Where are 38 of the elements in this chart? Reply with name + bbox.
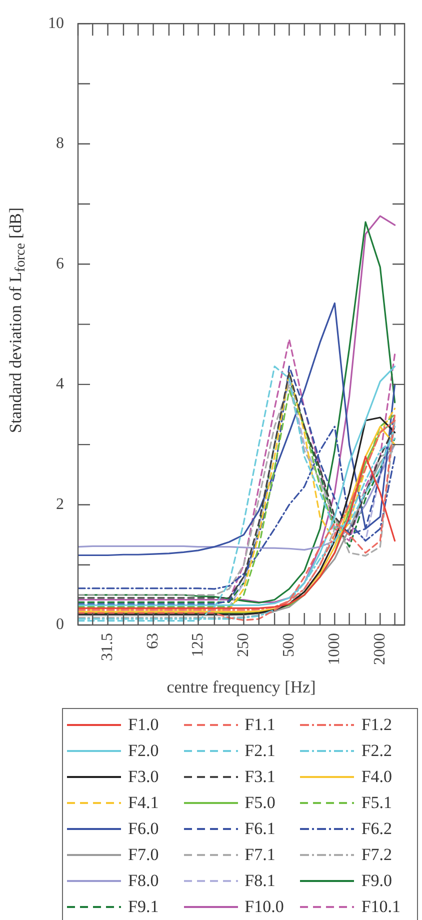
legend-label: F1.0 xyxy=(128,715,159,735)
legend-label: F1.2 xyxy=(361,715,392,735)
x-tick-label: 2000 xyxy=(371,633,388,665)
x-tick-label: 63 xyxy=(144,633,162,649)
x-axis-title: centre frequency [Hz] xyxy=(166,677,316,696)
legend-label: F2.0 xyxy=(128,741,159,761)
y-tick-label: 2 xyxy=(56,496,64,513)
legend-label: F7.1 xyxy=(244,845,276,865)
legend-label: F7.2 xyxy=(361,845,392,865)
y-tick-label: 0 xyxy=(56,616,64,634)
legend-label: F5.1 xyxy=(361,793,392,813)
legend-label: F9.1 xyxy=(128,897,159,917)
legend-label: F8.1 xyxy=(244,871,276,891)
x-tick-label: 1000 xyxy=(326,633,343,665)
legend-label: F3.0 xyxy=(128,767,159,787)
legend-label: F4.1 xyxy=(128,793,159,813)
legend-label: F3.1 xyxy=(244,767,276,787)
legend-label: F7.0 xyxy=(128,845,159,865)
legend-label: F6.0 xyxy=(128,819,159,839)
legend-label: F6.2 xyxy=(361,819,392,839)
legend-label: F10.0 xyxy=(244,897,284,917)
legend-label: F4.0 xyxy=(361,767,392,787)
legend-label: F8.0 xyxy=(128,871,159,891)
y-tick-label: 6 xyxy=(56,255,64,272)
legend-label: F10.1 xyxy=(361,897,401,917)
x-tick-label: 250 xyxy=(234,633,252,657)
y-tick-label: 4 xyxy=(56,376,64,393)
legend-label: F1.1 xyxy=(244,715,276,735)
legend-label: F9.0 xyxy=(361,871,392,891)
legend-label: F5.0 xyxy=(244,793,276,813)
x-tick-label: 125 xyxy=(189,633,206,657)
x-tick-label: 500 xyxy=(280,633,298,657)
y-tick-label: 10 xyxy=(48,14,64,32)
legend-label: F6.1 xyxy=(244,819,276,839)
legend-label: F2.1 xyxy=(244,741,276,761)
y-tick-label: 8 xyxy=(56,135,64,152)
legend-label: F2.2 xyxy=(361,741,392,761)
x-tick-label: 31.5 xyxy=(99,633,116,661)
